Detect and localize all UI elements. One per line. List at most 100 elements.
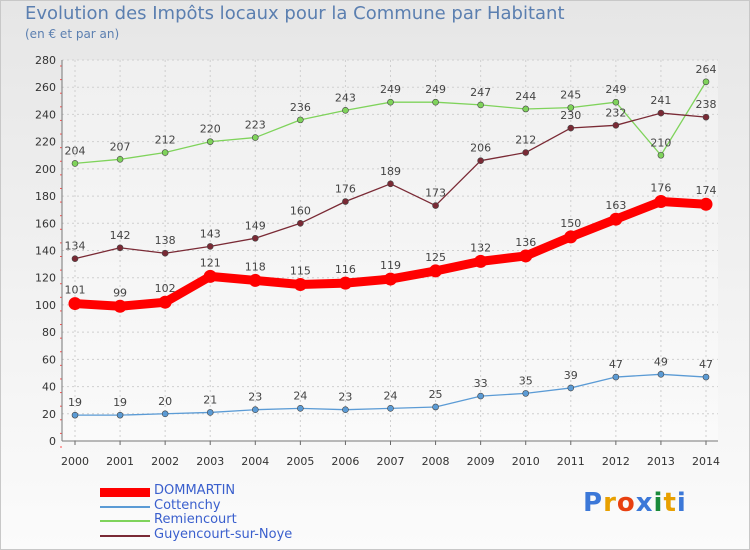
data-point-remiencourt	[116, 156, 124, 163]
data-point-cottenchy	[342, 406, 349, 414]
data-label-remiencourt: 243	[335, 91, 356, 104]
legend-label: Remiencourt	[154, 512, 237, 527]
data-point-dommartin	[158, 295, 172, 309]
data-point-dommartin	[203, 269, 217, 283]
data-point-cottenchy	[297, 405, 304, 412]
logo-letter: i	[676, 488, 687, 518]
x-tick-label: 2009	[467, 455, 495, 468]
data-point-cottenchy	[702, 373, 710, 381]
data-label-remiencourt: 244	[515, 90, 536, 103]
data-point-remiencourt	[297, 116, 304, 124]
data-point-dommartin	[68, 297, 82, 311]
data-label-guyencourt-sur-noye: 189	[380, 165, 401, 178]
data-label-cottenchy: 19	[113, 396, 127, 409]
data-label-dommartin: 101	[65, 284, 86, 297]
data-point-guyencourt-sur-noye	[161, 249, 169, 257]
y-tick-label: 20	[42, 408, 56, 421]
x-tick-label: 2005	[286, 455, 314, 468]
logo-letter: o	[616, 488, 636, 518]
data-point-cottenchy	[612, 373, 620, 381]
y-tick-label: 200	[35, 163, 56, 176]
data-point-guyencourt-sur-noye	[206, 243, 214, 250]
data-point-cottenchy	[161, 410, 169, 418]
data-label-guyencourt-sur-noye: 160	[290, 204, 311, 217]
y-tick-label: 180	[35, 190, 56, 203]
data-point-cottenchy	[657, 371, 665, 378]
data-label-guyencourt-sur-noye: 232	[605, 106, 626, 119]
data-label-remiencourt: 223	[245, 119, 266, 132]
data-point-guyencourt-sur-noye	[702, 113, 710, 121]
legend-swatch	[100, 534, 150, 537]
logo-letter: i	[653, 488, 664, 518]
x-tick-label: 2013	[647, 455, 675, 468]
data-point-guyencourt-sur-noye	[612, 122, 620, 129]
data-label-dommartin: 132	[470, 241, 491, 254]
legend-entry: Cottenchy	[100, 498, 420, 514]
data-label-guyencourt-sur-noye: 206	[470, 142, 491, 155]
data-label-guyencourt-sur-noye: 149	[245, 219, 266, 232]
data-label-guyencourt-sur-noye: 241	[650, 94, 671, 107]
data-label-cottenchy: 19	[68, 396, 82, 409]
data-label-cottenchy: 24	[293, 389, 307, 402]
x-tick-label: 2000	[61, 455, 89, 468]
data-point-dommartin	[699, 197, 713, 211]
data-label-dommartin: 99	[113, 286, 127, 299]
data-point-remiencourt	[432, 98, 439, 106]
data-label-cottenchy: 24	[384, 389, 398, 402]
data-point-remiencourt	[702, 78, 710, 86]
y-tick-label: 100	[35, 299, 56, 312]
data-label-cottenchy: 20	[158, 395, 172, 408]
legend-swatch	[100, 520, 150, 522]
data-point-dommartin	[338, 276, 352, 290]
logo-letter: r	[603, 488, 617, 518]
data-point-guyencourt-sur-noye	[477, 157, 484, 164]
data-label-remiencourt: 212	[155, 134, 176, 147]
data-label-dommartin: 115	[290, 265, 311, 278]
x-tick-label: 2006	[331, 455, 359, 468]
data-point-remiencourt	[477, 101, 484, 109]
legend-entry: DOMMARTIN	[100, 483, 420, 499]
x-tick-label: 2008	[422, 455, 450, 468]
x-tick-label: 2002	[151, 455, 179, 468]
data-label-guyencourt-sur-noye: 143	[200, 227, 221, 240]
data-point-guyencourt-sur-noye	[522, 149, 530, 156]
data-point-cottenchy	[522, 390, 530, 397]
data-label-remiencourt: 245	[560, 89, 581, 102]
data-label-dommartin: 136	[515, 236, 536, 249]
data-label-guyencourt-sur-noye: 142	[110, 229, 131, 242]
data-label-guyencourt-sur-noye: 212	[515, 134, 536, 147]
data-label-dommartin: 163	[605, 199, 626, 212]
legend-label: Guyencourt-sur-Noye	[154, 526, 293, 542]
data-point-remiencourt	[612, 98, 620, 106]
y-tick-label: 80	[42, 326, 56, 339]
data-label-remiencourt: 210	[650, 136, 671, 149]
x-tick-label: 2014	[692, 455, 720, 468]
data-label-dommartin: 176	[650, 182, 671, 195]
data-point-remiencourt	[657, 151, 665, 159]
data-label-cottenchy: 39	[564, 369, 578, 382]
data-point-guyencourt-sur-noye	[297, 219, 304, 227]
data-point-cottenchy	[251, 406, 259, 414]
data-point-guyencourt-sur-noye	[567, 124, 575, 132]
data-point-dommartin	[519, 249, 533, 263]
data-point-dommartin	[248, 273, 262, 287]
data-point-cottenchy	[477, 392, 484, 400]
chart-legend: DOMMARTIN Cottenchy Remiencourt Guyencourt-…	[100, 483, 420, 542]
data-point-cottenchy	[567, 384, 575, 392]
x-tick-label: 2007	[377, 455, 405, 468]
data-point-dommartin	[429, 264, 443, 278]
chart-title: Evolution des Impôts locaux pour la Comm…	[25, 3, 565, 24]
x-tick-label: 2010	[512, 455, 540, 468]
data-point-remiencourt	[161, 149, 169, 156]
y-tick-label: 60	[42, 353, 56, 366]
data-label-remiencourt: 249	[605, 83, 626, 96]
data-label-cottenchy: 35	[519, 374, 533, 387]
data-point-guyencourt-sur-noye	[432, 202, 439, 209]
data-point-cottenchy	[387, 405, 394, 412]
data-label-dommartin: 174	[696, 184, 717, 197]
data-point-guyencourt-sur-noye	[71, 255, 79, 262]
data-label-cottenchy: 47	[699, 358, 713, 371]
data-label-dommartin: 118	[245, 260, 266, 273]
